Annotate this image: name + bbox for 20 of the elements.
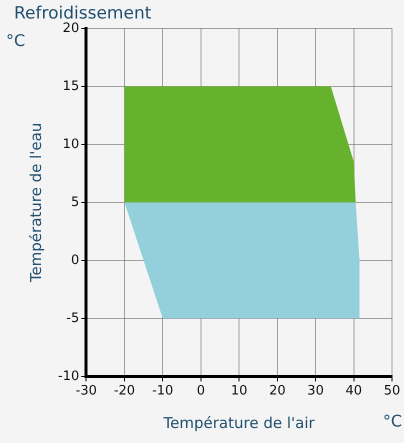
- text: °C: [382, 411, 402, 430]
- x-axis-title: Température de l'air: [162, 414, 316, 432]
- text: °C: [6, 31, 26, 50]
- y-tick-label: -5: [66, 310, 80, 326]
- x-tick-label: 0: [196, 384, 206, 399]
- x-tick-label: -20: [114, 384, 136, 399]
- x-tick-label: 10: [230, 384, 248, 399]
- y-tick-label: 10: [62, 136, 80, 152]
- x-tick-label: 30: [307, 384, 324, 399]
- x-tick-label: 20: [269, 384, 286, 399]
- y-tick-label: 5: [70, 194, 80, 210]
- y-axis-title: Température de l'eau: [26, 122, 45, 284]
- x-tick-label: -10: [152, 384, 174, 399]
- x-tick-label: -30: [76, 384, 97, 399]
- y-tick-label: 20: [62, 20, 80, 36]
- x-tick-label: 50: [384, 384, 400, 399]
- y-tick-label: -10: [58, 368, 80, 384]
- y-tick-label: 15: [62, 78, 80, 94]
- x-tick-label: 40: [346, 384, 362, 399]
- y-tick-label: 0: [70, 252, 80, 268]
